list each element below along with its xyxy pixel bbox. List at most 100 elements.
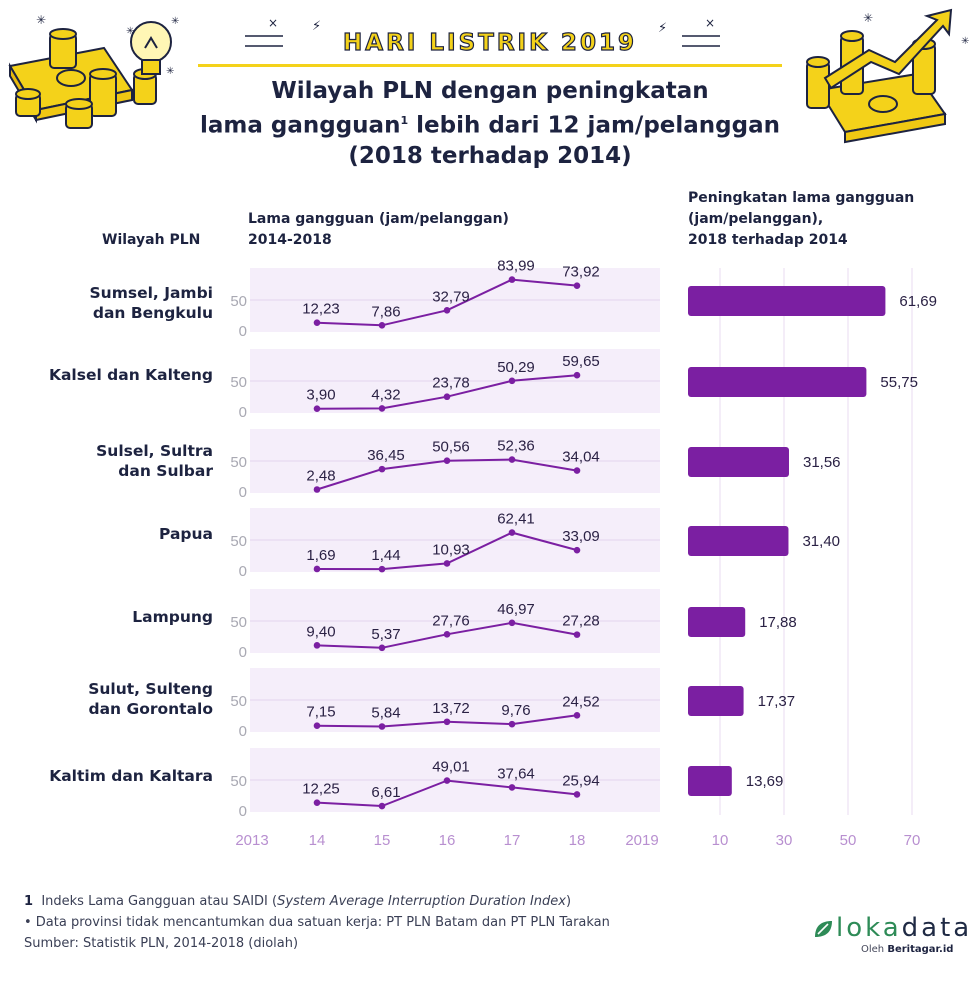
x-tick-label: 14 xyxy=(309,832,326,849)
data-point xyxy=(508,619,516,627)
data-point xyxy=(378,723,386,730)
data-label: 27,76 xyxy=(432,612,470,629)
data-label: 49,01 xyxy=(432,759,470,776)
line-chart-header-line-1: Lama gangguan (jam/pelanggan) xyxy=(248,211,509,227)
data-point xyxy=(508,720,516,728)
data-point xyxy=(573,282,581,289)
data-label: 59,65 xyxy=(562,353,600,370)
data-point xyxy=(443,777,451,784)
x-tick-label: 16 xyxy=(439,832,456,849)
y-tick-label: 0 xyxy=(239,323,247,340)
banner-decoration: × × ⚡ ⚡ xyxy=(198,16,782,67)
bar-5 xyxy=(688,686,744,716)
data-point xyxy=(313,319,321,326)
data-label: 32,79 xyxy=(432,288,470,305)
region-column-header: Wilayah PLN xyxy=(102,232,201,248)
bar-1 xyxy=(688,367,867,397)
data-label: 23,78 xyxy=(432,375,470,392)
logo-sub-prefix: Oleh xyxy=(861,944,888,955)
data-label: 33,09 xyxy=(562,528,600,545)
logo-part-1: loka xyxy=(836,913,902,943)
region-label-line: Papua xyxy=(159,525,213,543)
leaf-icon xyxy=(815,921,832,937)
region-label-line: Kaltim dan Kaltara xyxy=(49,767,213,785)
svg-text:✳: ✳ xyxy=(863,11,873,25)
lokadata-logo: lokadata xyxy=(836,913,972,943)
y-tick-label: 0 xyxy=(239,563,247,580)
data-label: 9,76 xyxy=(501,702,530,719)
y-tick-label: 50 xyxy=(230,614,247,631)
data-label: 83,99 xyxy=(497,258,535,275)
svg-text:✳: ✳ xyxy=(166,66,174,77)
bar-x-tick-label: 10 xyxy=(712,832,729,849)
data-point xyxy=(313,405,321,412)
chart-title-line-1: Wilayah PLN dengan peningkatan xyxy=(271,78,709,104)
data-point xyxy=(313,722,321,730)
bar-value-label: 17,37 xyxy=(758,693,796,710)
data-point xyxy=(378,321,386,329)
data-point xyxy=(378,565,386,573)
bar-chart-header-line-3: 2018 terhadap 2014 xyxy=(688,232,848,248)
y-tick-label: 0 xyxy=(239,723,247,740)
chart-title-line-3: (2018 terhadap 2014) xyxy=(348,142,632,169)
data-point xyxy=(378,465,386,473)
data-label: 50,29 xyxy=(497,359,535,376)
region-label-line: Sulut, Sulteng xyxy=(88,680,213,698)
region-label-6: Kaltim dan Kaltara xyxy=(10,766,213,786)
y-tick-label: 50 xyxy=(230,693,247,710)
x-tick-label: 18 xyxy=(569,832,586,849)
region-label-line: Sulsel, Sultra xyxy=(96,442,213,460)
region-label-line: dan Gorontalo xyxy=(88,700,213,718)
bar-value-label: 31,40 xyxy=(802,533,840,550)
banner-title: HARI LISTRIK 2019 xyxy=(342,29,637,56)
data-point xyxy=(378,802,386,810)
data-point xyxy=(508,456,516,463)
chart-title: Wilayah PLN dengan peningkatan lama gang… xyxy=(150,76,830,171)
region-label-3: Papua xyxy=(10,524,213,544)
data-point xyxy=(508,276,516,283)
footnote-text-close: ) xyxy=(565,894,572,909)
data-point xyxy=(443,393,451,401)
bar-6 xyxy=(688,766,732,796)
title-text: lebih dari 12 jam/pelanggan xyxy=(408,112,780,139)
data-label: 46,97 xyxy=(497,601,535,618)
region-label-0: Sumsel, Jambi dan Bengkulu xyxy=(10,283,213,323)
bar-chart-header-line-1: Peningkatan lama gangguan xyxy=(688,190,915,206)
y-tick-label: 50 xyxy=(230,374,247,391)
bar-2 xyxy=(688,447,789,477)
coins-growth-arrow-icon: ✳ ✳ xyxy=(806,8,969,144)
data-point xyxy=(378,405,386,412)
data-point xyxy=(443,631,451,638)
region-label-line: Kalsel dan Kalteng xyxy=(48,366,213,384)
region-label-line: Sumsel, Jambi xyxy=(89,284,213,302)
y-tick-label: 50 xyxy=(230,293,247,310)
bar-value-label: 61,69 xyxy=(899,293,937,310)
x-tick-label: 15 xyxy=(374,832,391,849)
data-label: 5,37 xyxy=(371,626,400,643)
footnote-marker: 1 xyxy=(400,114,409,127)
data-point xyxy=(443,718,451,726)
line-chart-header-line-2: 2014-2018 xyxy=(248,232,332,248)
y-tick-label: 0 xyxy=(239,404,247,421)
footnote-number: 1 xyxy=(24,894,34,909)
logo-subtitle: Oleh Beritagar.id xyxy=(861,944,953,955)
data-label: 36,45 xyxy=(367,447,405,464)
bar-chart-header: Peningkatan lama gangguan (jam/pelanggan… xyxy=(688,188,914,251)
bar-value-label: 13,69 xyxy=(746,773,784,790)
data-label: 4,32 xyxy=(371,386,400,403)
data-label: 6,61 xyxy=(371,784,400,801)
data-label: 12,23 xyxy=(302,301,340,318)
bar-3 xyxy=(688,526,789,556)
data-point xyxy=(313,486,321,493)
bar-x-tick-label: 30 xyxy=(776,832,793,849)
y-tick-label: 0 xyxy=(239,803,247,820)
chart-title-line-2: lama gangguan1 lebih dari 12 jam/pelangg… xyxy=(150,106,830,141)
data-point xyxy=(313,565,321,573)
footnote-text: Indeks Lama Gangguan atau SAIDI ( xyxy=(41,894,278,909)
data-point xyxy=(443,307,451,314)
logo-sub-brand: Beritagar.id xyxy=(887,944,954,955)
region-label-5: Sulut, Sulteng dan Gorontalo xyxy=(10,679,213,719)
data-label: 1,44 xyxy=(371,547,400,564)
logo-part-2: data xyxy=(901,913,973,943)
data-point xyxy=(443,560,451,567)
